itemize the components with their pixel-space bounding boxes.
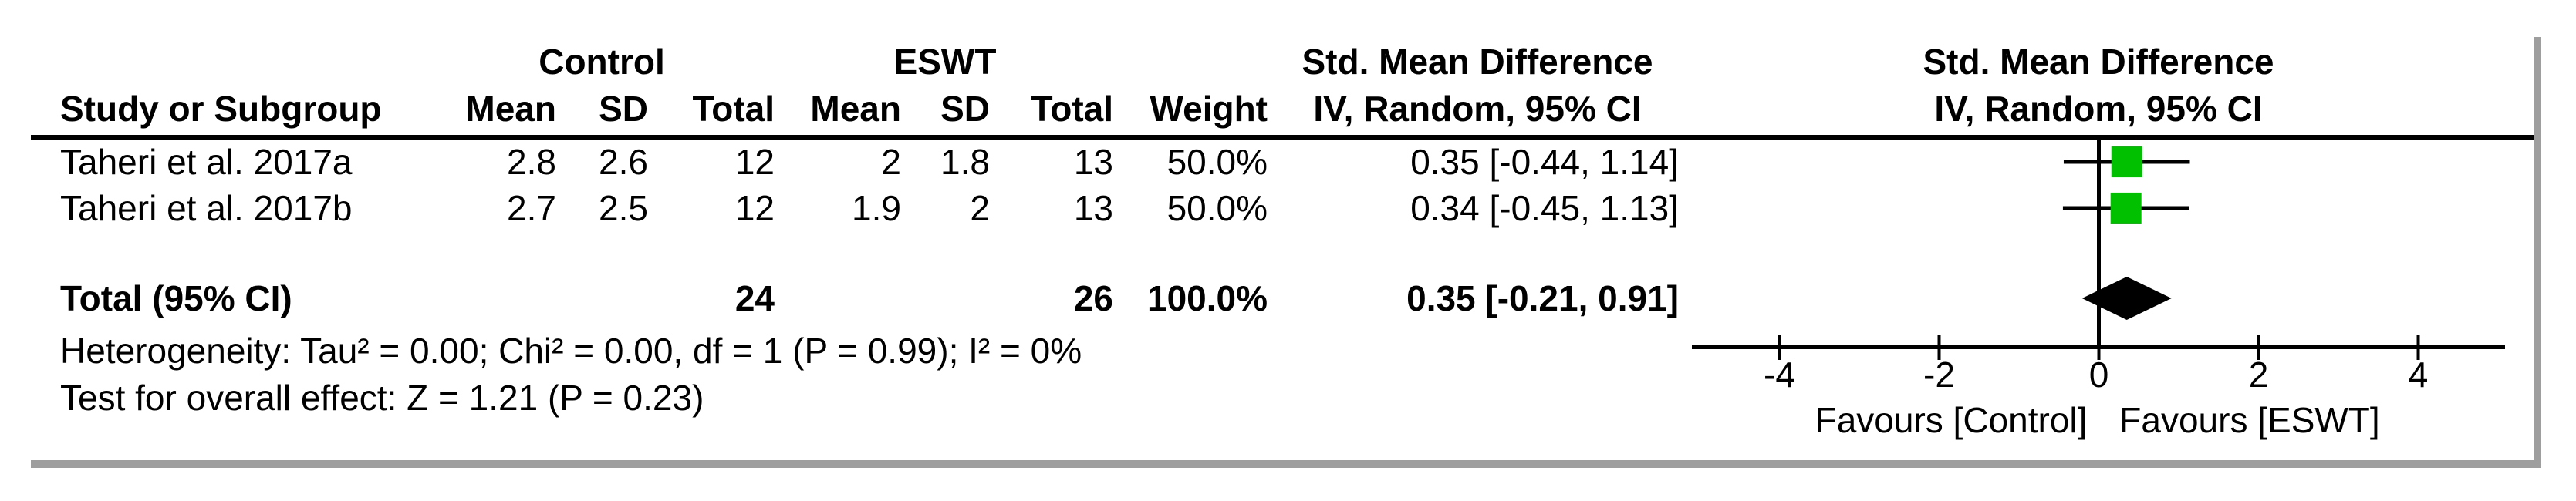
total-label: Total (95% CI) <box>60 278 292 318</box>
group1-header: Control <box>538 42 665 82</box>
col-header-eswt-sd: SD <box>940 89 990 129</box>
axis-label-right: Favours [ESWT] <box>2119 400 2380 440</box>
total-diamond <box>2081 277 2172 320</box>
eswt-total: 13 <box>1073 142 1113 182</box>
eswt-sd: 1.8 <box>940 142 990 182</box>
col-header-control-sd: SD <box>599 89 648 129</box>
study-effect-square <box>2111 146 2142 177</box>
eswt-sd: 2 <box>970 188 990 228</box>
control-sd: 2.6 <box>599 142 648 182</box>
axis-tick-label: -4 <box>1764 355 1795 395</box>
overall-effect-note: Test for overall effect: Z = 1.21 (P = 0… <box>60 378 704 418</box>
header-underline <box>31 135 2534 140</box>
col-header-eswt-total: Total <box>1031 89 1113 129</box>
effect-header-line2-plot: IV, Random, 95% CI <box>1934 89 2263 129</box>
smd-ci-text: 0.34 [-0.45, 1.13] <box>1410 188 1679 228</box>
control-mean: 2.8 <box>507 142 556 182</box>
weight-value: 50.0% <box>1166 188 1268 228</box>
study-name: Taheri et al. 2017a <box>60 142 353 182</box>
col-header-eswt-mean: Mean <box>810 89 901 129</box>
study-effect-square <box>2110 193 2142 224</box>
heterogeneity-note: Heterogeneity: Tau² = 0.00; Chi² = 0.00,… <box>60 331 1082 371</box>
axis-tick-label: 4 <box>2409 355 2429 395</box>
effect-header-line2-table: IV, Random, 95% CI <box>1313 89 1642 129</box>
col-header-control-mean: Mean <box>465 89 556 129</box>
control-sd: 2.5 <box>599 188 648 228</box>
eswt-mean: 2 <box>881 142 901 182</box>
frame-right-border <box>2534 37 2541 468</box>
control-total: 12 <box>734 188 775 228</box>
total-ci-text: 0.35 [-0.21, 0.91] <box>1406 278 1679 318</box>
effect-header-line1-plot: Std. Mean Difference <box>1923 42 2274 82</box>
group2-header: ESWT <box>893 42 997 82</box>
col-header-study: Study or Subgroup <box>60 89 382 129</box>
control-total: 12 <box>734 142 775 182</box>
smd-ci-text: 0.35 [-0.44, 1.14] <box>1410 142 1679 182</box>
col-header-control-total: Total <box>692 89 775 129</box>
effect-header-line1-table: Std. Mean Difference <box>1302 42 1653 82</box>
study-name: Taheri et al. 2017b <box>60 188 353 228</box>
frame-bottom-border <box>31 460 2541 468</box>
total-control-n: 24 <box>734 278 775 318</box>
axis-label-left: Favours [Control] <box>1815 400 2088 440</box>
weight-value: 50.0% <box>1166 142 1268 182</box>
col-header-weight: Weight <box>1150 89 1268 129</box>
control-mean: 2.7 <box>507 188 556 228</box>
axis-tick-label: 2 <box>2249 355 2269 395</box>
eswt-total: 13 <box>1073 188 1113 228</box>
axis-tick-label: 0 <box>2089 355 2109 395</box>
axis-tick-label: -2 <box>1923 355 1955 395</box>
eswt-mean: 1.9 <box>852 188 901 228</box>
total-eswt-n: 26 <box>1073 278 1113 318</box>
total-weight: 100.0% <box>1146 278 1268 318</box>
